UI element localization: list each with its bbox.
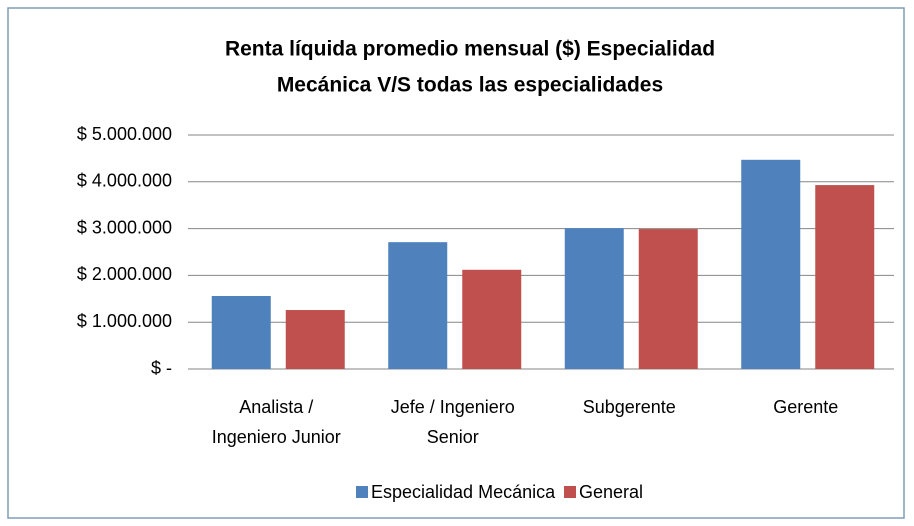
chart-title: Mecánica V/S todas las especialidades [277,74,663,97]
y-tick-label: $ 5.000.000 [77,124,172,144]
bar [815,185,875,369]
y-tick-label: $ 4.000.000 [77,171,172,191]
y-tick-label: $ 2.000.000 [77,264,172,284]
bar [388,242,448,369]
y-tick-label: $ - [151,358,172,378]
legend-swatch [356,486,368,498]
x-tick-label: Jefe / Ingeniero [391,397,515,417]
x-tick-label: Subgerente [583,397,676,417]
x-tick-label: Gerente [773,397,838,417]
bar [285,310,345,369]
bar [638,229,698,369]
legend-label: Especialidad Mecánica [371,482,556,502]
bar [741,159,801,369]
bar [462,269,522,369]
bar [211,295,271,369]
x-tick-label: Analista / [239,397,313,417]
legend-swatch [564,486,576,498]
chart-title: Renta líquida promedio mensual ($) Espec… [225,38,715,61]
bar [564,228,624,369]
legend-label: General [579,482,643,502]
y-tick-label: $ 3.000.000 [77,217,172,237]
y-tick-label: $ 1.000.000 [77,311,172,331]
x-tick-label: Ingeniero Junior [212,427,341,447]
x-tick-label: Senior [427,427,479,447]
